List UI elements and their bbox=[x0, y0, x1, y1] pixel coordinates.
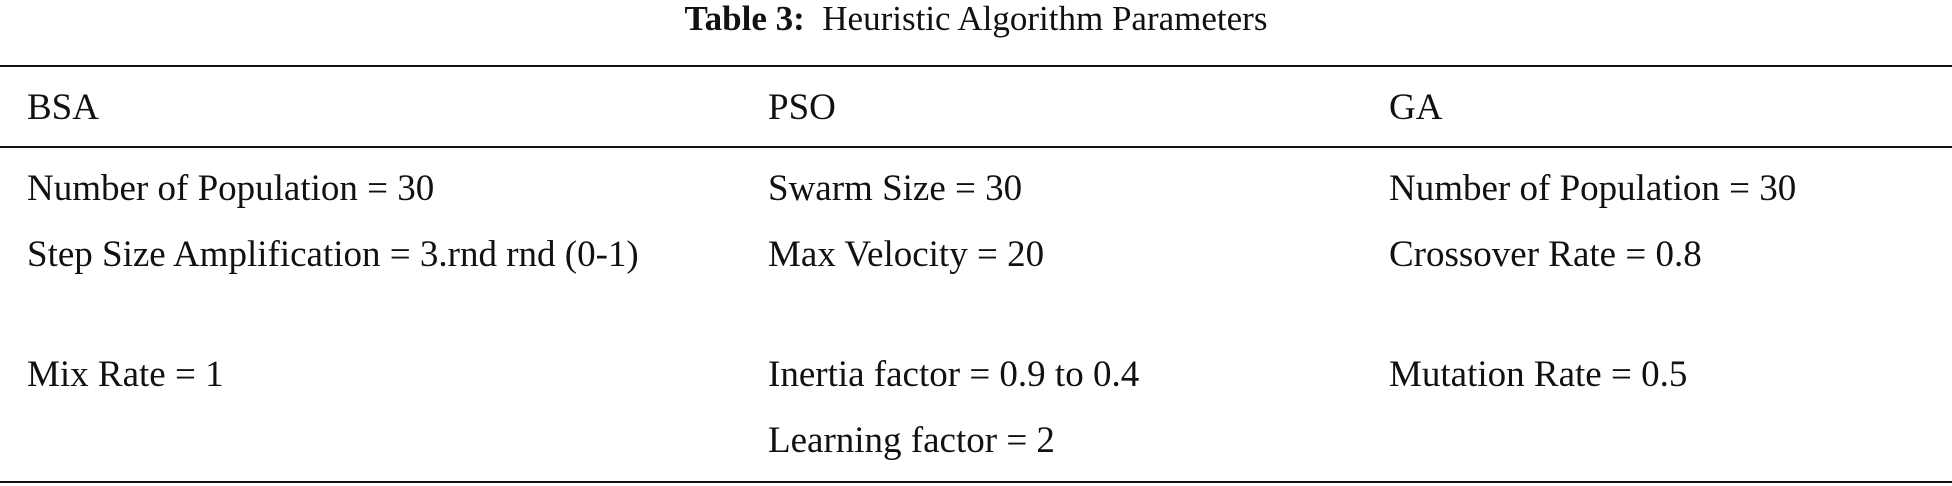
table-cell: Inertia factor = 0.9 to 0.4 bbox=[768, 354, 1140, 395]
table-cell: Mix Rate = 1 bbox=[27, 354, 224, 395]
table-cell: Step Size Amplification = 3.rnd rnd (0-1… bbox=[27, 234, 639, 275]
table-cell: Learning factor = 2 bbox=[768, 420, 1055, 461]
top-rule bbox=[0, 65, 1952, 67]
header-rule bbox=[0, 146, 1952, 148]
table-cell: Max Velocity = 20 bbox=[768, 234, 1045, 275]
table-cell: Number of Population = 30 bbox=[27, 168, 435, 209]
table-cell: Mutation Rate = 0.5 bbox=[1389, 354, 1688, 395]
header-cell: BSA bbox=[27, 87, 99, 128]
table-cell: Crossover Rate = 0.8 bbox=[1389, 234, 1702, 275]
table-caption: Table 3: Heuristic Algorithm Parameters bbox=[0, 0, 1952, 38]
header-cell: GA bbox=[1389, 87, 1443, 128]
caption-title: Heuristic Algorithm Parameters bbox=[822, 0, 1268, 38]
bottom-rule bbox=[0, 481, 1952, 483]
table-cell: Swarm Size = 30 bbox=[768, 168, 1023, 209]
header-cell: PSO bbox=[768, 87, 836, 128]
table-cell: Number of Population = 30 bbox=[1389, 168, 1797, 209]
caption-label: Table 3: bbox=[684, 0, 805, 38]
